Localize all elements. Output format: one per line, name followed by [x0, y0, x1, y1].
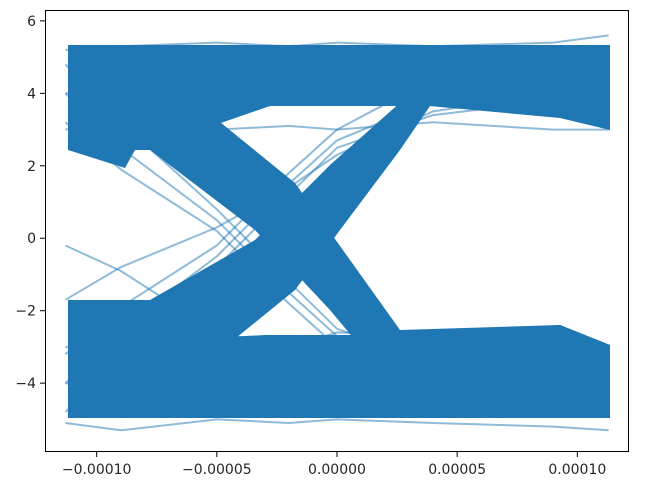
trace-line-6	[65, 345, 609, 356]
x-tick-label: 0.00010	[548, 462, 606, 478]
trace-bundle	[64, 34, 610, 432]
x-tick-label: 0.00000	[308, 462, 366, 478]
trace-line-12	[64, 70, 609, 355]
x-tick-label: −0.00010	[62, 462, 132, 478]
axes-frame	[45, 10, 629, 452]
trace-line-5	[65, 418, 609, 432]
trace-line-13	[64, 244, 609, 377]
x-tick-label: 0.00005	[428, 462, 486, 478]
trace-line-7	[64, 92, 609, 385]
trace-line-8	[64, 63, 609, 381]
y-tick-label: 0	[27, 231, 36, 247]
trace-line-2	[65, 34, 609, 51]
trace-line-1	[65, 88, 609, 95]
y-axis: −4 −2 0 2 4 6	[15, 14, 45, 392]
y-tick-label: 6	[27, 14, 36, 30]
y-tick-label: 2	[27, 159, 36, 175]
y-tick-label: −4	[15, 376, 36, 392]
trace-line-14	[64, 88, 609, 301]
y-tick-label: −2	[15, 304, 36, 320]
x-tick-label: −0.00005	[182, 462, 252, 478]
trace-line-4	[65, 382, 609, 388]
y-tick-label: 4	[27, 86, 36, 102]
trace-line-10	[64, 92, 609, 384]
x-axis: −0.00010 −0.00005 0.00000 0.00005 0.00010	[62, 452, 606, 478]
trace-line-3	[65, 117, 609, 131]
trace-line-9	[64, 121, 609, 406]
